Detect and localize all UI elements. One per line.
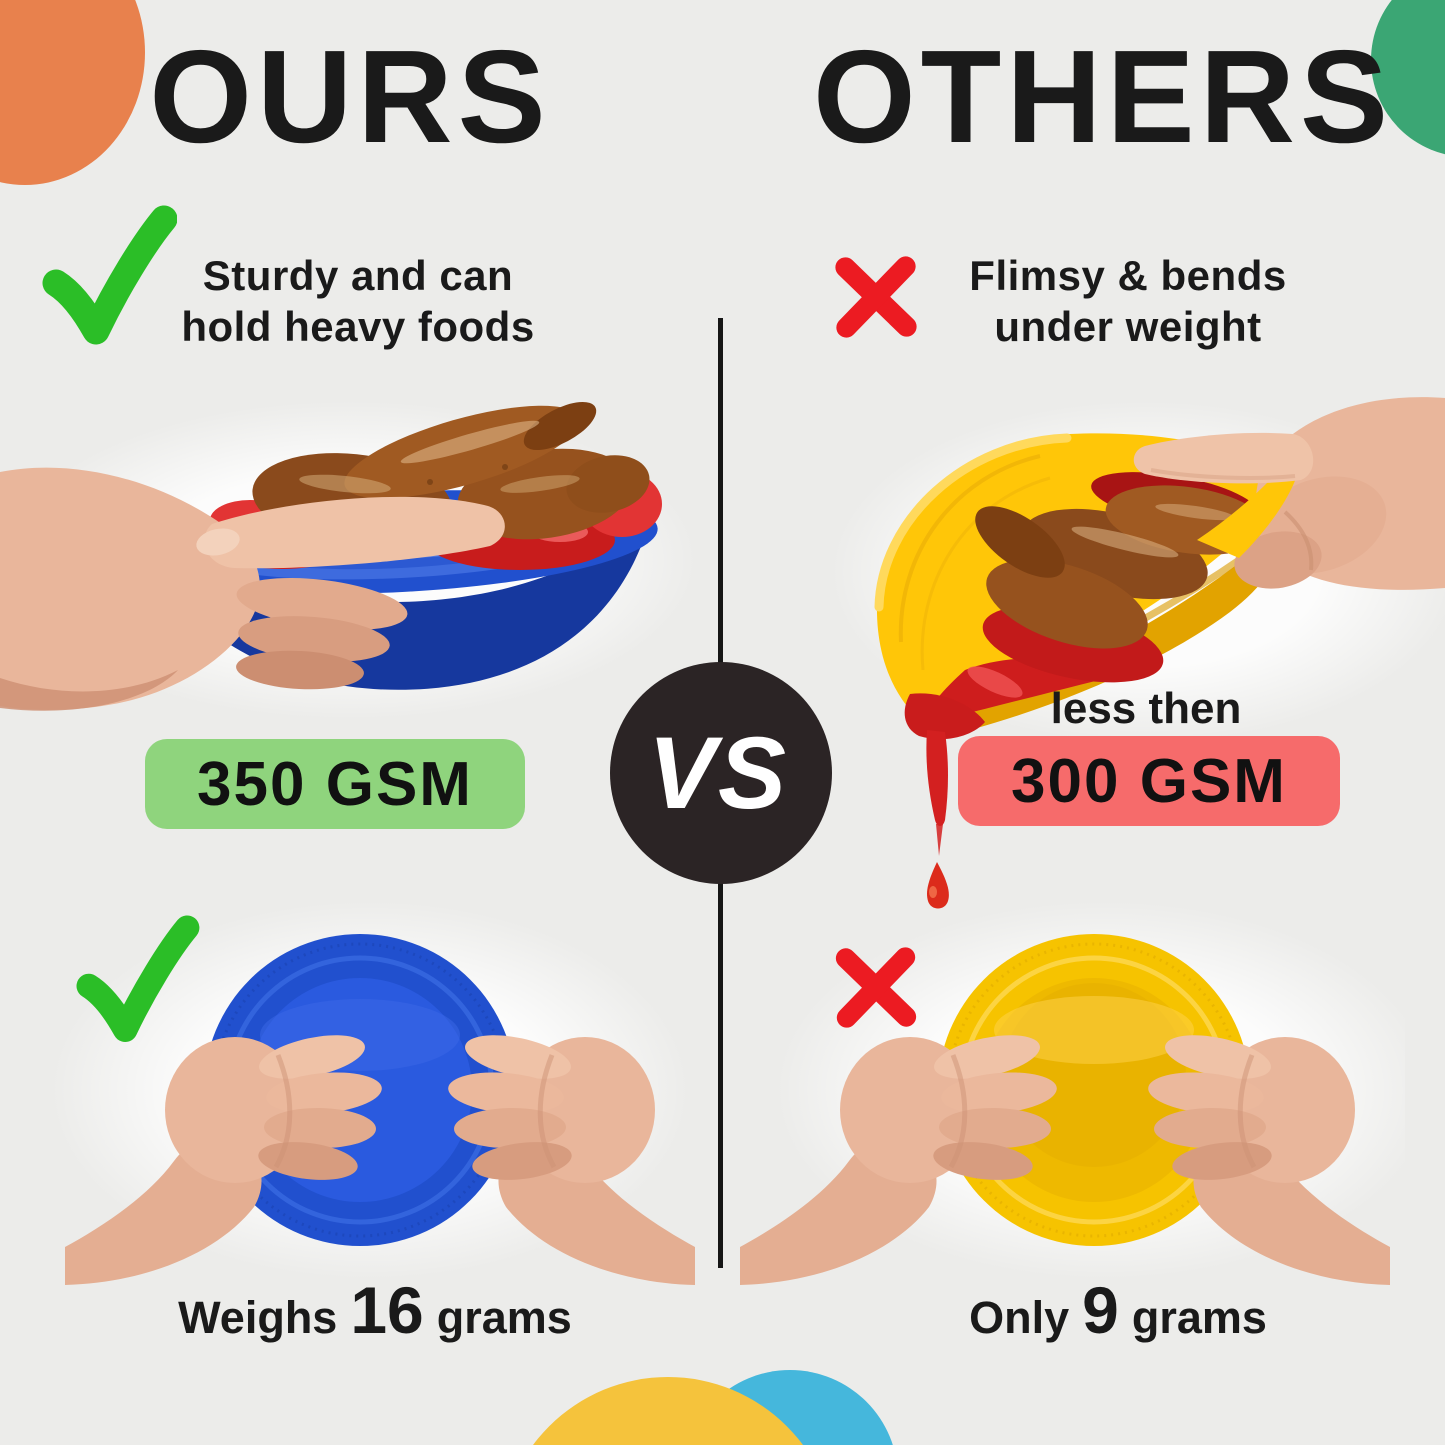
feature-line: Sturdy and can [202,252,514,299]
others-weight-caption: Only 9 grams [868,1272,1368,1348]
ours-feature-text: Sturdy and can hold heavy foods [172,250,544,352]
check-icon [76,915,200,1042]
feature-line: Flimsy & bends [969,252,1287,299]
ours-title: OURS [149,23,551,170]
cross-icon [835,256,917,338]
yellow-plate-front [938,934,1250,1246]
gripping-hand [1133,397,1445,590]
holding-hand [0,467,505,711]
caption-suffix: grams [1131,1292,1267,1343]
others-feature-text: Flimsy & bends under weight [928,250,1328,352]
others-gsm-badge: 300 GSM [958,736,1340,826]
ketchup-drip [904,693,985,909]
others-plate-photo [830,397,1445,909]
feature-line: under weight [994,303,1262,350]
others-plate-held-photo [740,900,1405,1285]
ours-weight-caption: Weighs 16 grams [125,1272,625,1348]
ours-gsm-badge: 350 GSM [145,739,525,829]
others-title: OTHERS [813,23,1394,170]
right-holding-hand [1148,1035,1390,1285]
feature-line: hold heavy foods [181,303,535,350]
check-icon [42,205,177,345]
caption-suffix: grams [436,1292,572,1343]
left-holding-hand [740,1035,1057,1285]
caption-prefix: Weighs [178,1292,338,1343]
vs-badge: VS [610,662,832,884]
cross-icon [835,947,917,1028]
left-holding-hand [65,1035,382,1285]
vs-label: VS [647,715,789,830]
right-holding-hand [448,1035,695,1285]
others-gsm-note: less then [1050,684,1242,733]
caption-prefix: Only [969,1292,1070,1343]
caption-number: 16 [350,1273,424,1347]
ours-plate-held-photo [50,900,695,1285]
ours-plate-photo [0,400,698,720]
caption-number: 9 [1082,1273,1119,1347]
